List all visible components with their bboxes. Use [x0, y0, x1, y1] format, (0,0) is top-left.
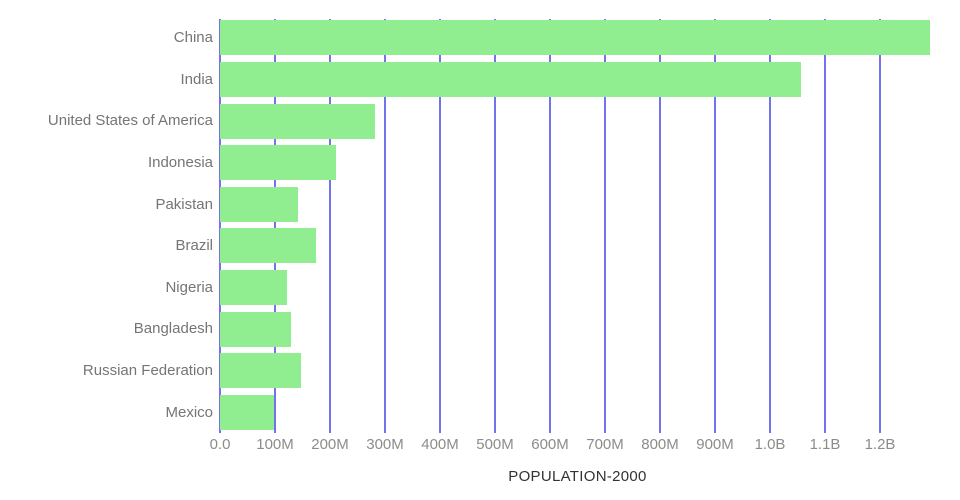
y-axis-line: [219, 19, 221, 433]
bar-nigeria: [220, 269, 288, 305]
bar-brazil: [220, 228, 317, 264]
x-axis-title: POPULATION-2000: [508, 468, 647, 485]
gridline-800m: [659, 19, 661, 433]
y-axis-category-labels: China India United States of America Indone…: [0, 17, 213, 433]
gridline-600m: [549, 19, 551, 433]
bar-russian-federation: [220, 353, 301, 389]
category-label-united-states-of-america: United States of America: [47, 112, 213, 130]
category-label-russian-federation: Russian Federation: [82, 362, 213, 380]
plot-area: [219, 17, 935, 433]
gridline-1-0b: [769, 19, 771, 433]
gridline-200m: [329, 19, 331, 433]
category-label-indonesia: Indonesia: [147, 154, 213, 172]
x-tick-label-200m: 200M: [311, 436, 349, 453]
x-tick-label-500m: 500M: [476, 436, 514, 453]
gridline-1-2b: [879, 19, 881, 433]
category-label-brazil: Brazil: [175, 237, 213, 255]
x-tick-label-700m: 700M: [586, 436, 624, 453]
bar-indonesia: [220, 145, 337, 181]
x-tick-label-100m: 100M: [256, 436, 294, 453]
gridline-500m: [494, 19, 496, 433]
x-tick-label-1-0b: 1.0B: [754, 436, 786, 453]
gridline-1-1b: [824, 19, 826, 433]
gridline-300m: [384, 19, 386, 433]
category-label-china: China: [173, 29, 213, 47]
x-tick-label-600m: 600M: [531, 436, 569, 453]
x-tick-label-900m: 900M: [696, 436, 734, 453]
x-axis-tick-labels: 0.0 100M 200M 300M 400M 500M 600M 700M 800M 900M 1…: [0, 436, 960, 456]
x-tick-label-300m: 300M: [366, 436, 404, 453]
category-label-india: India: [180, 70, 213, 88]
bar-pakistan: [220, 186, 299, 222]
x-tick-label-400m: 400M: [421, 436, 459, 453]
category-label-pakistan: Pakistan: [155, 195, 213, 213]
gridline-700m: [604, 19, 606, 433]
x-tick-label-0-0: 0.0: [209, 436, 231, 453]
gridline-100m: [274, 19, 276, 433]
gridline-400m: [439, 19, 441, 433]
category-label-mexico: Mexico: [165, 403, 213, 421]
bar-mexico: [220, 394, 275, 430]
category-label-nigeria: Nigeria: [165, 278, 213, 296]
x-tick-label-1-1b: 1.1B: [809, 436, 841, 453]
bar-bangladesh: [220, 311, 291, 347]
x-tick-label-800m: 800M: [641, 436, 679, 453]
bar-india: [220, 61, 801, 97]
gridline-900m: [713, 19, 716, 433]
category-label-bangladesh: Bangladesh: [133, 320, 213, 338]
x-tick-label-1-2b: 1.2B: [864, 436, 896, 453]
bar-china: [220, 20, 930, 56]
bar-united-states-of-america: [220, 103, 376, 139]
